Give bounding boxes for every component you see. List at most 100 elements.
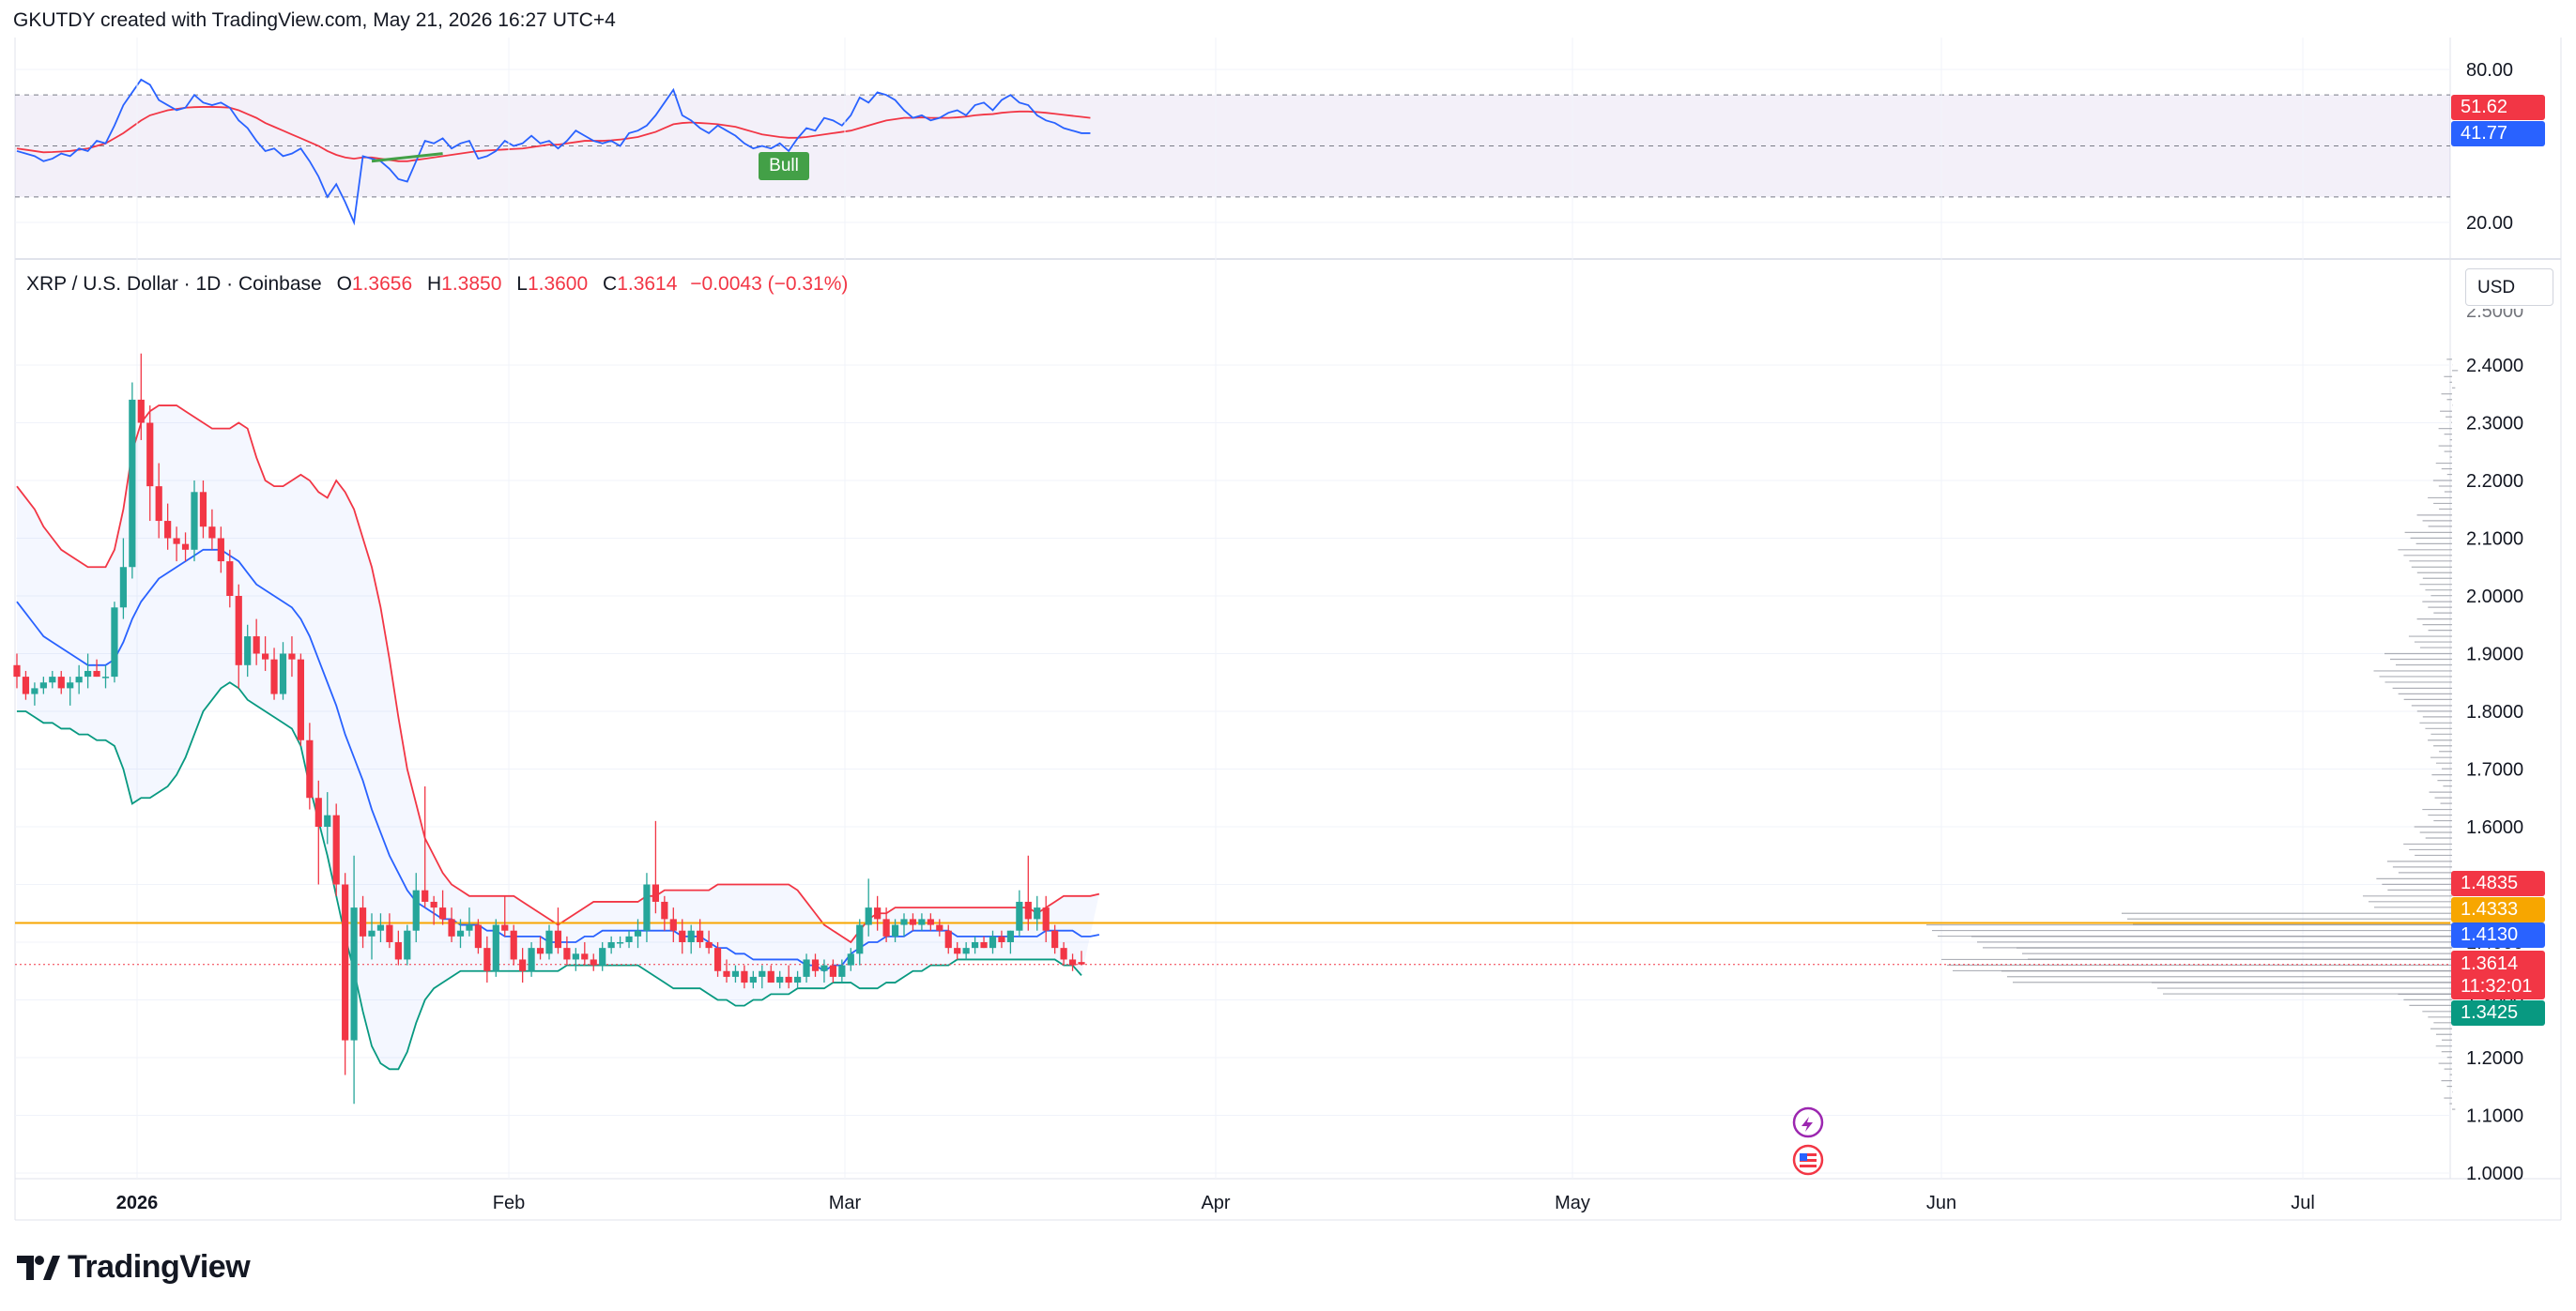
candle-body	[350, 907, 358, 1041]
price-tick-label: 1.0000	[2466, 1164, 2523, 1184]
horizontal-line[interactable]	[15, 922, 2450, 966]
candle-body	[679, 930, 686, 942]
candle-body	[652, 884, 659, 902]
candle-body	[767, 970, 774, 983]
candle-body	[31, 688, 38, 694]
rsi-grid	[15, 69, 2450, 223]
candle-body	[811, 959, 820, 971]
candle-body	[101, 677, 110, 678]
rsi-line	[16, 78, 1091, 226]
candle-body	[1078, 962, 1085, 965]
last-price-value: 1.3614	[2461, 953, 2519, 974]
close-label: C	[603, 273, 618, 295]
candle-body	[989, 936, 997, 949]
tradingview-logo[interactable]: TradingView	[17, 1249, 251, 1286]
candle-body	[386, 924, 393, 942]
candle-body	[741, 970, 748, 983]
candle-body	[394, 942, 402, 960]
event-crypto-icon[interactable]	[1791, 1105, 1825, 1139]
bb-lower-tag: 1.3425	[2451, 1000, 2545, 1026]
candles	[13, 353, 1085, 1105]
candle-body	[713, 948, 722, 971]
time-tick-label: 2026	[116, 1193, 159, 1213]
candle-body	[39, 682, 47, 689]
hline-tag: 1.4333	[2451, 897, 2545, 922]
candle-body	[785, 976, 792, 983]
candle-body	[563, 948, 571, 960]
candle-body	[262, 653, 269, 660]
candle-body	[634, 930, 642, 937]
candle-body	[927, 919, 934, 925]
candle-body	[146, 422, 154, 487]
bb-basis-tag: 1.4130	[2451, 922, 2545, 948]
time-axis-ticks: 2026 Feb Mar Apr May Jun Jul	[116, 1193, 2315, 1213]
candle-body	[164, 521, 172, 539]
candle-body	[731, 970, 740, 977]
candle-body	[226, 561, 234, 596]
candle-body	[235, 596, 242, 665]
candle-body	[1016, 901, 1023, 931]
candle-body	[75, 677, 83, 683]
candle-body	[803, 959, 810, 977]
candle-body	[342, 884, 349, 1041]
candle-body	[422, 890, 429, 902]
candle-body	[829, 965, 836, 977]
price-tick-label: 2.2000	[2466, 471, 2523, 492]
candle-body	[181, 543, 190, 550]
candle-body	[474, 924, 482, 949]
candle-body	[466, 924, 473, 931]
candle-body	[84, 670, 92, 678]
candle-body	[918, 919, 926, 925]
candle-body	[448, 919, 455, 937]
candle-body	[776, 976, 784, 983]
candle-body	[865, 907, 872, 925]
candle-body	[723, 970, 730, 977]
price-tick-label: 2.3000	[2466, 414, 2523, 434]
currency-selector[interactable]: USD	[2465, 268, 2553, 306]
candle-body	[191, 492, 198, 550]
candle-body	[208, 526, 216, 539]
candle-body	[22, 677, 30, 694]
price-grid	[15, 38, 2450, 1179]
candle-body	[669, 919, 677, 931]
symbol-title[interactable]: XRP / U.S. Dollar · 1D · Coinbase	[26, 273, 322, 295]
candle-body	[456, 930, 465, 937]
event-us-flag-icon[interactable]	[1791, 1143, 1825, 1177]
price-tick-label: 1.6000	[2466, 817, 2523, 838]
time-tick-label: Jun	[1926, 1193, 1956, 1213]
close-value: 1.3614	[617, 273, 678, 295]
price-tick-label: 1.7000	[2466, 760, 2523, 781]
bb-upper-tag: 1.4835	[2451, 871, 2545, 896]
candle-body	[306, 739, 314, 799]
tradingview-wordmark: TradingView	[68, 1249, 251, 1285]
symbol-legend: XRP / U.S. Dollar · 1D · Coinbase O1.365…	[26, 273, 848, 296]
bollinger-lower-line	[17, 681, 1082, 1071]
high-value: 1.3850	[441, 273, 502, 295]
candle-body	[820, 965, 828, 971]
candle-body	[297, 659, 304, 740]
price-tick-label: 1.8000	[2466, 702, 2523, 723]
rsi-axis-ticks: 80.00 20.00	[2466, 60, 2513, 234]
candle-body	[554, 930, 562, 949]
open-value: 1.3656	[351, 273, 413, 295]
candle-body	[510, 930, 517, 960]
candle-body	[705, 942, 713, 949]
open-label: O	[336, 273, 352, 295]
candle-body	[376, 924, 385, 931]
price-tick-label: 2.0000	[2466, 587, 2523, 607]
candle-countdown: 11:32:01	[2461, 976, 2533, 997]
candle-body	[944, 930, 952, 949]
time-tick-label: Feb	[493, 1193, 525, 1213]
candle-body	[288, 653, 296, 660]
candle-body	[599, 948, 606, 966]
candle-body	[936, 924, 943, 931]
volume-profile	[1926, 358, 2459, 1110]
candle-body	[980, 942, 988, 949]
candle-body	[607, 942, 615, 949]
candle-body	[972, 942, 979, 949]
candle-body	[129, 399, 136, 568]
candle-body	[1051, 930, 1059, 949]
candle-body	[1034, 907, 1041, 920]
candle-body	[998, 936, 1005, 942]
